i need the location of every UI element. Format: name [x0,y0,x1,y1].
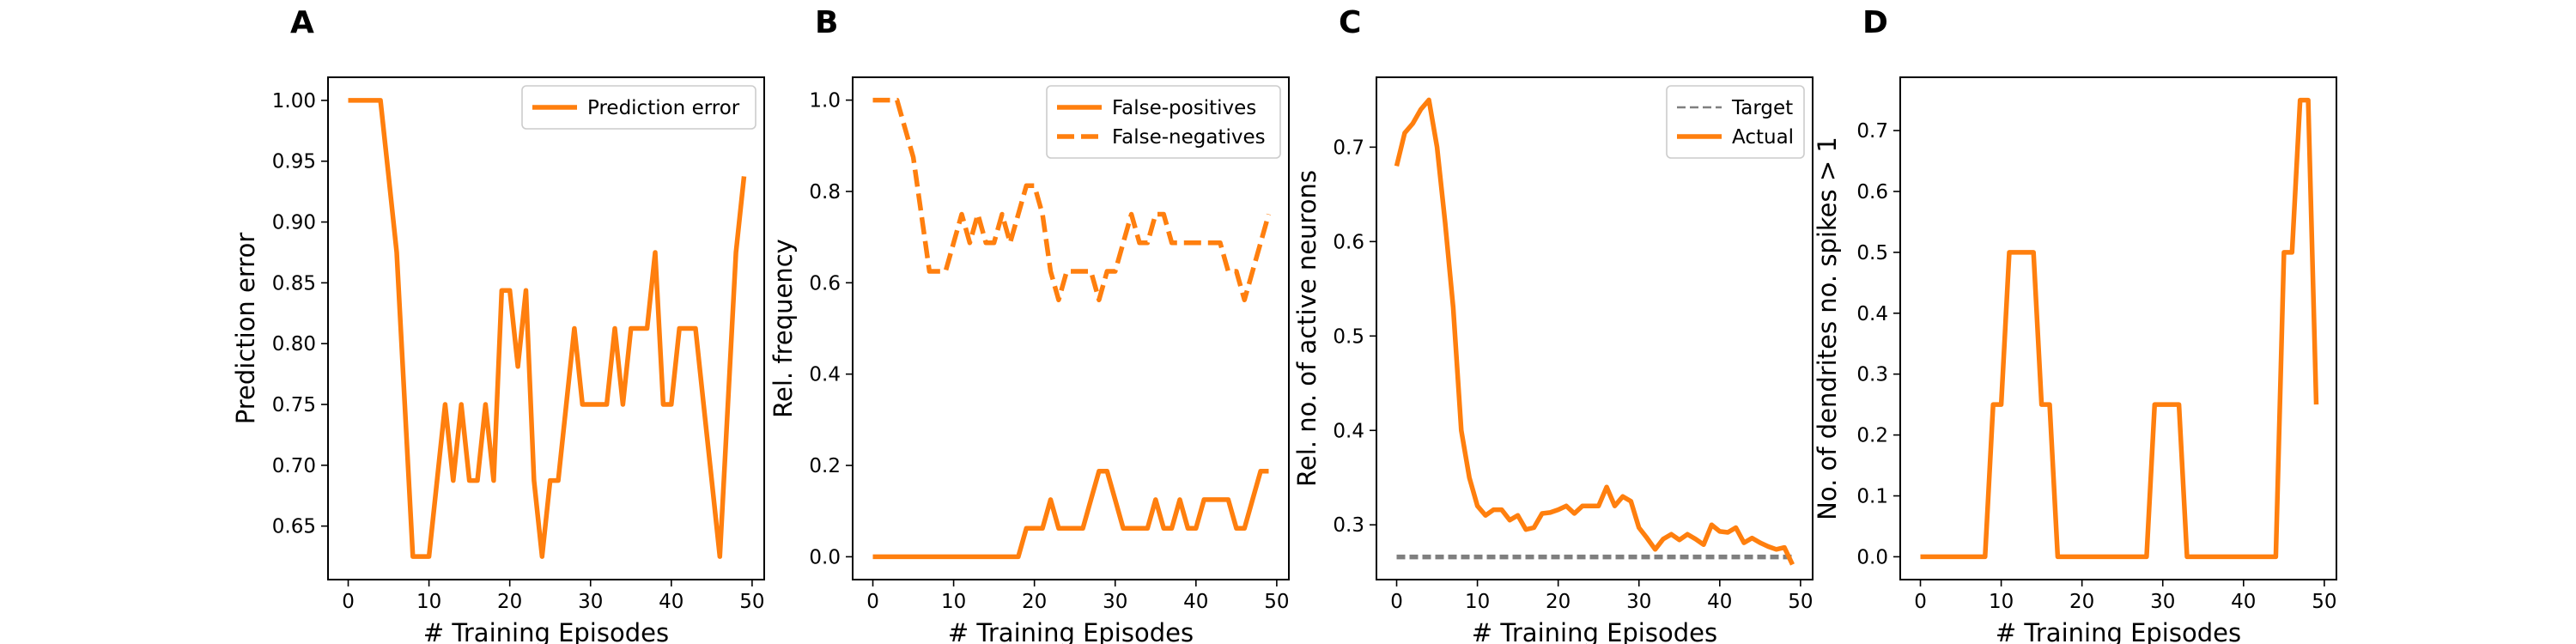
series-line-actual [1394,97,1795,566]
legend-label: False-negatives [1112,126,1266,149]
y-tick-label: 0.1 [1856,486,1888,508]
y-tick-label: 0.0 [809,546,841,568]
x-axis-label: # Training Episodes [1472,618,1717,644]
panel-b: B 0 10 20 30 40 50 0.0 0.2 0.4 0.6 0.8 1.0 # Training… [769,5,1290,644]
series-group [348,98,747,559]
y-axis-label: Prediction error [231,233,260,425]
axes-frame [852,76,1290,580]
y-axis-label: Rel. frequency [769,239,798,418]
axes-frame [327,76,765,580]
legend: False-positives False-negatives [1046,85,1281,159]
series-line-values [1920,97,2319,560]
legend-box [521,85,756,130]
x-tick-label: 20 [1546,591,1571,613]
y-tick-label: 1.0 [809,90,841,112]
x-axis-label: # Training Episodes [423,618,669,644]
y-axis-label: Rel. no. of active neurons [1292,170,1321,487]
x-tick-label: 10 [1989,591,2014,613]
x-tick-label: 20 [1022,591,1047,613]
x-tick-label: 0 [1914,591,1927,613]
y-tick-label: 0.80 [272,333,316,355]
legend-label: False-positives [1112,97,1256,119]
y-tick-label: 0.0 [1856,546,1888,568]
x-tick-label: 0 [1390,591,1403,613]
panel-a: A 0 10 20 30 40 50 0.65 0.70 0.75 0.80 0.85 0.90 0.95… [231,5,765,644]
y-tick-label: 0.3 [1856,364,1888,386]
legend-box [1666,85,1805,159]
y-tick-label: 0.3 [1333,514,1364,537]
legend: Prediction error [521,85,756,130]
legend-box [1046,85,1281,159]
y-tick-label: 0.4 [809,364,841,386]
x-axis-label: # Training Episodes [948,618,1194,644]
x-tick-label: 30 [1626,591,1651,613]
x-tick-label: 30 [1103,591,1127,613]
panel-letter: D [1862,5,1888,40]
x-tick-label: 0 [342,591,355,613]
x-axis-label: # Training Episodes [1996,618,2241,644]
axes-frame [1376,76,1814,580]
panel-letter: B [815,5,838,40]
series-line-false-negatives [872,97,1272,303]
y-tick-label: 1.00 [272,90,316,112]
y-tick-label: 0.7 [1333,137,1364,159]
legend-label: Target [1731,97,1793,119]
x-tick-label: 40 [1707,591,1732,613]
series-group [872,97,1272,560]
x-tick-label: 0 [866,591,879,613]
y-tick-label: 0.6 [1856,181,1888,204]
series-group [1920,97,2319,560]
panel-d: D 0 10 20 30 40 50 0.0 0.1 0.2 0.3 0.4 0.5 0.6 0.7 # Tr… [1813,5,2337,644]
x-tick-label: 40 [1183,591,1208,613]
legend: Target Actual [1666,85,1805,159]
x-tick-label: 50 [1264,591,1289,613]
x-tick-label: 10 [416,591,441,613]
y-tick-label: 0.95 [272,151,316,173]
x-tick-label: 50 [1788,591,1813,613]
y-tick-label: 0.8 [809,181,841,204]
x-tick-label: 50 [739,591,764,613]
series-line-prediction-error [348,98,747,559]
legend-label: Actual [1732,126,1794,149]
y-tick-label: 0.2 [809,455,841,477]
y-tick-label: 0.2 [1856,425,1888,447]
legend-label: Prediction error [587,97,740,119]
y-tick-label: 0.6 [1333,231,1364,253]
y-tick-label: 0.4 [1333,420,1364,442]
x-tick-label: 50 [2312,591,2336,613]
y-tick-label: 0.85 [272,272,316,295]
x-tick-label: 30 [578,591,603,613]
y-tick-label: 0.6 [809,272,841,295]
y-tick-label: 0.5 [1333,325,1364,348]
y-tick-label: 0.90 [272,212,316,234]
y-tick-label: 0.7 [1856,120,1888,143]
y-tick-label: 0.4 [1856,303,1888,325]
x-tick-label: 10 [1465,591,1490,613]
panel-letter: A [290,5,314,40]
panel-c: C 0 10 20 30 40 50 0.3 0.4 0.5 0.6 0.7 # Training Ep… [1292,5,1814,644]
x-tick-label: 20 [2069,591,2094,613]
x-tick-label: 10 [941,591,966,613]
y-tick-label: 0.65 [272,516,316,538]
x-tick-label: 40 [2231,591,2256,613]
y-axis-label: No. of dendrites no. spikes > 1 [1813,137,1842,520]
y-tick-label: 0.75 [272,394,316,416]
y-tick-label: 0.5 [1856,242,1888,264]
x-tick-label: 40 [659,591,683,613]
y-tick-label: 0.70 [272,455,316,477]
series-group [1394,97,1795,566]
x-tick-label: 20 [497,591,522,613]
x-tick-label: 30 [2150,591,2175,613]
panel-letter: C [1339,5,1361,40]
axes-frame [1899,76,2337,580]
series-line-false-positives [872,468,1269,560]
